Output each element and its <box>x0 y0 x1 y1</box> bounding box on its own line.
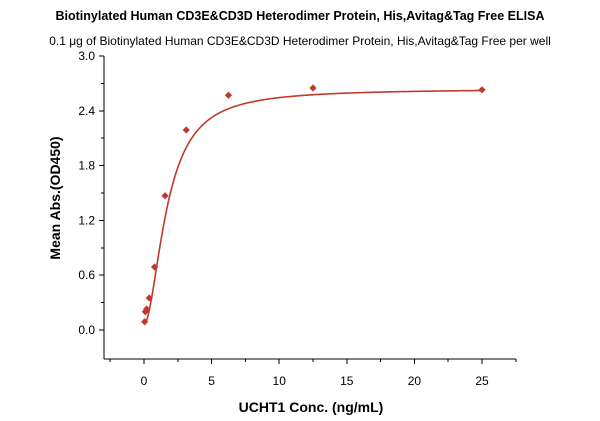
data-point <box>141 318 149 326</box>
axes <box>103 56 516 360</box>
data-points <box>141 84 486 326</box>
y-tick-label: 0.0 <box>78 323 95 337</box>
y-axis-ticks: 0.0 0.6 1.2 1.8 2.4 3.0 <box>78 49 104 337</box>
x-axis-label: UCHT1 Conc. (ng/mL) <box>239 399 384 415</box>
chart-subtitle: 0.1 μg of Biotinylated Human CD3E&CD3D H… <box>49 34 551 48</box>
data-point <box>478 86 486 94</box>
y-tick-label: 1.2 <box>78 213 95 227</box>
fit-curve <box>144 89 483 325</box>
x-tick-label: 10 <box>273 374 287 388</box>
x-axis-ticks: 0 5 10 15 20 25 <box>109 359 517 388</box>
y-tick-label: 0.6 <box>78 268 95 282</box>
chart-title: Biotinylated Human CD3E&CD3D Heterodimer… <box>56 9 545 23</box>
data-point <box>161 192 169 200</box>
x-tick-label: 20 <box>408 374 422 388</box>
y-axis-label: Mean Abs.(OD450) <box>47 136 63 259</box>
data-point <box>309 84 317 92</box>
y-tick-label: 1.8 <box>78 159 95 173</box>
data-point <box>150 263 159 271</box>
data-point <box>224 91 233 99</box>
x-tick-label: 0 <box>141 374 148 388</box>
data-point <box>143 305 151 313</box>
data-point <box>182 126 190 134</box>
data-point <box>145 294 153 302</box>
x-tick-label: 15 <box>340 374 354 388</box>
y-tick-label: 2.4 <box>78 104 95 118</box>
x-tick-label: 25 <box>475 374 489 388</box>
y-tick-label: 3.0 <box>78 49 95 63</box>
x-tick-label: 5 <box>208 374 215 388</box>
